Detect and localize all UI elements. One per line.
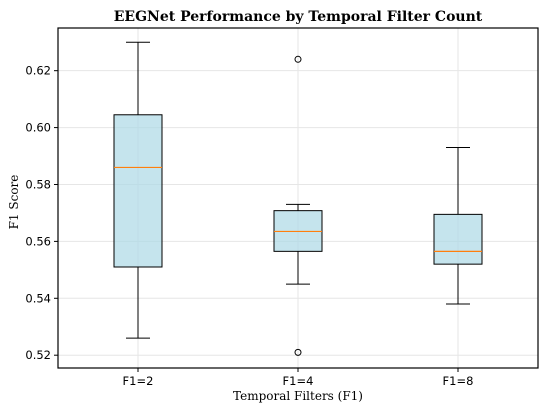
box-f1-4 bbox=[273, 55, 323, 356]
outlier-point bbox=[294, 348, 302, 356]
box-f1-8 bbox=[433, 146, 483, 305]
y-tick-label: 0.58 bbox=[25, 177, 51, 191]
x-axis: F1=2 F1=4 F1=8 bbox=[123, 368, 474, 388]
x-axis-label: Temporal Filters (F1) bbox=[233, 389, 363, 403]
y-tick-label: 0.60 bbox=[25, 121, 51, 135]
y-axis-label: F1 Score bbox=[7, 175, 21, 230]
chart-title: EEGNet Performance by Temporal Filter Co… bbox=[114, 9, 483, 25]
x-tick-label: F1=2 bbox=[123, 374, 154, 388]
iqr-box bbox=[113, 114, 163, 268]
x-tick-label: F1=4 bbox=[283, 374, 314, 388]
iqr-box bbox=[433, 213, 483, 265]
boxes bbox=[113, 41, 483, 356]
outlier-point bbox=[294, 55, 302, 63]
y-axis: 0.52 0.54 0.56 0.58 0.60 0.62 bbox=[25, 64, 58, 362]
y-tick-label: 0.54 bbox=[25, 291, 51, 305]
y-tick-label: 0.52 bbox=[25, 348, 51, 362]
y-tick-label: 0.56 bbox=[25, 234, 51, 248]
y-tick-label: 0.62 bbox=[25, 64, 51, 78]
box-f1-2 bbox=[113, 41, 163, 339]
x-tick-label: F1=8 bbox=[443, 374, 474, 388]
